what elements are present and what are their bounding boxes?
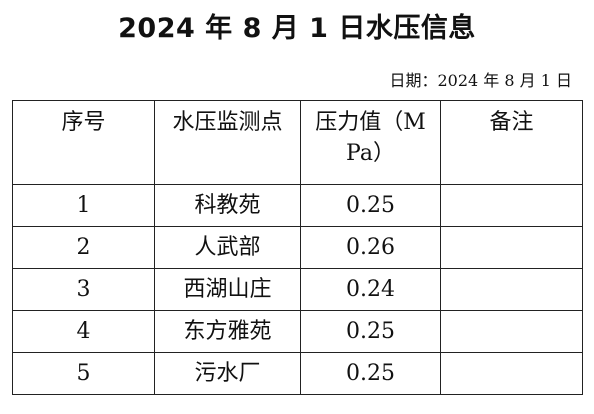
water-pressure-table: 序号 水压监测点 压力值（MPa） 备注 1 科教苑 0.25 2 人武部 0.… — [12, 100, 583, 395]
cell-note — [440, 352, 583, 395]
date-label: 日期：2024 年 8 月 1 日 — [389, 71, 572, 90]
table-row: 5 污水厂 0.25 — [12, 352, 583, 395]
cell-pressure: 0.24 — [300, 268, 441, 311]
header-pressure: 压力值（MPa） — [300, 100, 441, 185]
table-header-row: 序号 水压监测点 压力值（MPa） 备注 — [12, 100, 583, 185]
cell-pressure: 0.25 — [300, 352, 441, 395]
cell-station: 人武部 — [154, 226, 301, 269]
cell-pressure: 0.25 — [300, 184, 441, 227]
cell-station: 东方雅苑 — [154, 310, 301, 353]
header-station: 水压监测点 — [154, 100, 301, 185]
cell-station: 科教苑 — [154, 184, 301, 227]
cell-note — [440, 310, 583, 353]
header-seq: 序号 — [12, 100, 155, 185]
cell-note — [440, 226, 583, 269]
cell-seq: 2 — [12, 226, 155, 269]
cell-pressure: 0.25 — [300, 310, 441, 353]
table-row: 2 人武部 0.26 — [12, 226, 583, 269]
cell-seq: 4 — [12, 310, 155, 353]
cell-note — [440, 184, 583, 227]
page-title: 2024 年 8 月 1 日水压信息 — [118, 13, 476, 44]
header-note: 备注 — [440, 100, 583, 185]
cell-seq: 3 — [12, 268, 155, 311]
table-row: 1 科教苑 0.25 — [12, 184, 583, 227]
table-row: 3 西湖山庄 0.24 — [12, 268, 583, 311]
cell-seq: 1 — [12, 184, 155, 227]
cell-station: 污水厂 — [154, 352, 301, 395]
cell-note — [440, 268, 583, 311]
cell-seq: 5 — [12, 352, 155, 395]
cell-station: 西湖山庄 — [154, 268, 301, 311]
cell-pressure: 0.26 — [300, 226, 441, 269]
table-row: 4 东方雅苑 0.25 — [12, 310, 583, 353]
